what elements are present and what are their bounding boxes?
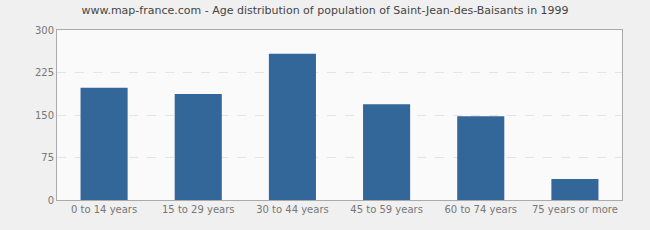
- svg-text:75 years or more: 75 years or more: [532, 204, 618, 215]
- svg-text:15 to 29 years: 15 to 29 years: [162, 204, 235, 215]
- svg-text:www.map-france.com - Age distr: www.map-france.com - Age distribution of…: [81, 4, 568, 17]
- svg-text:225: 225: [35, 67, 54, 78]
- svg-text:150: 150: [35, 110, 54, 121]
- svg-text:45 to 59 years: 45 to 59 years: [350, 204, 423, 215]
- svg-text:0 to 14 years: 0 to 14 years: [71, 204, 137, 215]
- svg-text:0: 0: [48, 195, 54, 206]
- svg-text:300: 300: [35, 25, 54, 36]
- svg-text:75: 75: [41, 152, 54, 163]
- svg-text:60 to 74 years: 60 to 74 years: [444, 204, 517, 215]
- svg-text:30 to 44 years: 30 to 44 years: [256, 204, 329, 215]
